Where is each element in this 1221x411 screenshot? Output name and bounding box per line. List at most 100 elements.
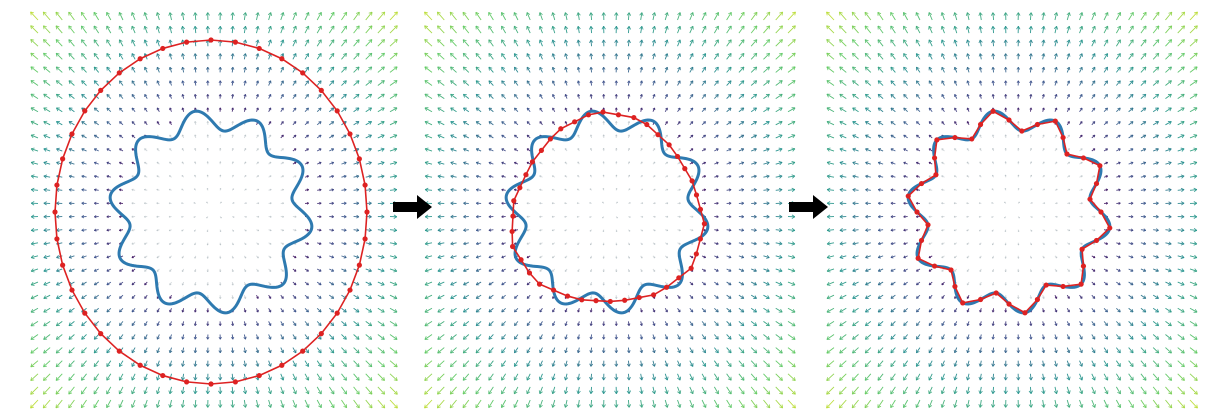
field-vector-head xyxy=(393,227,398,233)
field-vector-head xyxy=(318,148,322,152)
field-vector xyxy=(424,93,433,100)
field-vector-head xyxy=(475,376,480,381)
field-vector xyxy=(915,399,921,408)
field-vector-head xyxy=(941,363,945,367)
field-vector-head xyxy=(131,39,136,44)
field-vector xyxy=(30,360,39,368)
field-vector xyxy=(915,12,921,21)
field-vector-head xyxy=(393,80,398,84)
field-vector xyxy=(628,229,631,232)
field-vector xyxy=(839,121,847,126)
field-vector-head xyxy=(381,377,385,381)
field-vector-head xyxy=(601,53,606,57)
field-vector xyxy=(602,216,605,219)
field-vector-head xyxy=(393,25,398,30)
field-vector-head xyxy=(839,52,844,57)
field-vector xyxy=(292,80,297,86)
field-vector xyxy=(463,80,470,86)
field-vector xyxy=(56,148,63,152)
field-vector-head xyxy=(437,254,442,259)
field-vector xyxy=(954,321,958,326)
field-vector-head xyxy=(664,404,669,408)
field-vector-head xyxy=(716,161,719,165)
field-vector-head xyxy=(424,227,429,233)
field-vector-head xyxy=(966,161,969,164)
field-vector xyxy=(169,242,172,245)
field-vector-head xyxy=(1055,175,1058,178)
field-vector-head xyxy=(915,148,919,151)
field-vector-head xyxy=(614,404,619,408)
field-vector xyxy=(280,161,284,165)
field-vector xyxy=(181,268,185,272)
field-vector xyxy=(316,373,322,381)
field-vector xyxy=(341,399,348,409)
field-vector-head xyxy=(93,25,98,30)
field-vector-head xyxy=(1004,243,1007,246)
field-vector-head xyxy=(778,52,783,57)
field-vector-head xyxy=(991,336,995,340)
field-vector-head xyxy=(928,296,932,299)
field-vector-head xyxy=(393,336,398,340)
field-vector-head xyxy=(43,254,48,259)
field-vector xyxy=(1054,255,1058,259)
field-vector-head xyxy=(839,390,843,395)
field-vector-head xyxy=(1079,121,1083,124)
field-vector xyxy=(106,373,112,381)
field-vector-head xyxy=(131,309,135,313)
field-vector xyxy=(763,107,770,113)
field-vector-head xyxy=(915,201,919,205)
field-vector-head xyxy=(753,134,757,139)
field-vector-head xyxy=(539,188,542,191)
field-vector xyxy=(738,161,744,165)
field-vector xyxy=(953,242,957,245)
field-vector-head xyxy=(488,268,492,272)
field-vector xyxy=(268,242,272,245)
field-vector xyxy=(979,386,982,394)
field-vector xyxy=(292,175,297,178)
field-vector xyxy=(726,80,732,86)
field-vector xyxy=(640,161,643,165)
field-vector xyxy=(1091,307,1096,313)
field-vector-head xyxy=(488,376,493,381)
field-vector-head xyxy=(1041,363,1046,367)
field-vector xyxy=(93,107,99,113)
field-vector-head xyxy=(614,80,618,84)
field-vector xyxy=(377,189,385,191)
field-vector xyxy=(954,80,958,86)
control-point xyxy=(356,262,362,268)
field-vector-head xyxy=(155,12,161,16)
field-vector-head xyxy=(118,376,123,381)
field-vector xyxy=(231,386,234,394)
field-vector-head xyxy=(343,255,347,259)
field-vector-head xyxy=(305,93,309,98)
field-vector xyxy=(31,189,39,191)
field-vector-head xyxy=(626,39,631,44)
field-vector xyxy=(156,242,160,245)
field-vector-head xyxy=(68,80,73,85)
field-vector-head xyxy=(753,322,758,327)
field-vector-head xyxy=(488,121,492,125)
field-vector xyxy=(1042,242,1045,245)
field-vector-head xyxy=(839,214,844,219)
field-vector-head xyxy=(978,363,983,367)
field-vector-head xyxy=(1080,148,1083,151)
field-vector-head xyxy=(424,134,429,139)
field-vector-head xyxy=(966,363,970,367)
field-vector-head xyxy=(68,93,73,98)
field-vector-head xyxy=(269,229,272,232)
control-point xyxy=(564,293,571,299)
field-vector xyxy=(389,386,398,395)
field-vector xyxy=(463,242,469,245)
field-vector-head xyxy=(1079,323,1083,326)
field-vector-head xyxy=(463,201,467,206)
field-vector-head xyxy=(488,241,492,246)
field-vector-head xyxy=(564,188,567,191)
field-vector xyxy=(292,12,297,21)
field-vector xyxy=(928,334,933,340)
field-vector xyxy=(941,94,945,99)
field-vector-head xyxy=(601,12,606,16)
field-vector xyxy=(852,175,859,178)
field-vector-head xyxy=(589,174,592,177)
field-vector-head xyxy=(991,216,993,218)
field-vector-head xyxy=(877,363,882,368)
